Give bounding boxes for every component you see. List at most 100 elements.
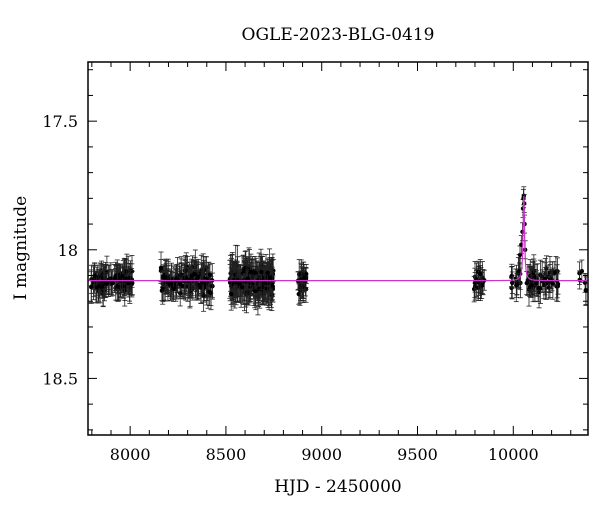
data-point bbox=[88, 271, 94, 303]
data-marker bbox=[192, 271, 197, 277]
x-tick-label: 10000 bbox=[488, 445, 539, 464]
data-point bbox=[239, 275, 245, 300]
data-marker bbox=[233, 272, 238, 277]
data-marker bbox=[516, 269, 522, 274]
y-tick-label: 17.5 bbox=[42, 112, 78, 131]
axes-layer: 8000 8500 9000 9500 10000 17.5 18 18.5 bbox=[42, 62, 588, 464]
data-point bbox=[245, 259, 251, 298]
data-point bbox=[167, 270, 173, 298]
data-point bbox=[550, 267, 556, 300]
data-marker bbox=[535, 285, 541, 291]
data-point bbox=[513, 268, 519, 303]
y-tick-label: 18 bbox=[58, 241, 78, 260]
data-point bbox=[533, 270, 539, 296]
chart-title: OGLE-2023-BLG-0419 bbox=[242, 25, 435, 45]
data-marker bbox=[92, 274, 97, 279]
data-point bbox=[529, 275, 535, 296]
y-tick-label: 18.5 bbox=[42, 369, 78, 388]
data-marker bbox=[189, 273, 194, 279]
data-marker bbox=[550, 281, 556, 286]
data-point bbox=[542, 262, 548, 296]
data-marker bbox=[583, 288, 588, 293]
data-point bbox=[257, 277, 263, 301]
data-marker bbox=[244, 290, 250, 295]
data-point bbox=[188, 260, 194, 292]
data-marker bbox=[509, 273, 514, 278]
data-marker bbox=[480, 283, 485, 288]
data-point bbox=[555, 270, 561, 302]
data-marker bbox=[103, 281, 109, 286]
data-marker bbox=[514, 283, 519, 288]
data-marker bbox=[245, 276, 251, 281]
data-point bbox=[258, 253, 264, 291]
data-marker bbox=[268, 275, 273, 281]
data-marker bbox=[238, 281, 243, 286]
x-axis-label: HJD - 2450000 bbox=[274, 477, 402, 497]
data-point bbox=[177, 271, 183, 298]
data-point bbox=[265, 258, 271, 287]
y-axis-label: I magnitude bbox=[11, 196, 31, 300]
x-tick-label: 9000 bbox=[301, 445, 342, 464]
data-marker bbox=[259, 269, 264, 275]
data-point bbox=[269, 269, 275, 302]
data-marker bbox=[555, 284, 560, 289]
data-marker bbox=[177, 282, 183, 287]
data-marker bbox=[247, 284, 253, 289]
data-marker bbox=[534, 280, 539, 286]
model-layer bbox=[88, 195, 588, 282]
data-marker bbox=[252, 270, 258, 275]
data-point bbox=[535, 273, 541, 303]
data-marker bbox=[239, 285, 245, 290]
data-point bbox=[192, 261, 198, 287]
data-point bbox=[114, 271, 120, 302]
data-point bbox=[509, 271, 515, 294]
data-marker bbox=[524, 280, 529, 286]
model-curve bbox=[88, 195, 588, 282]
x-tick-label: 8000 bbox=[110, 445, 151, 464]
data-marker bbox=[115, 284, 120, 289]
data-marker bbox=[265, 270, 270, 275]
data-marker bbox=[554, 279, 560, 284]
data-marker bbox=[304, 271, 309, 277]
data-marker bbox=[89, 284, 94, 290]
data-point bbox=[101, 275, 107, 298]
data-marker bbox=[158, 265, 164, 270]
data-point bbox=[92, 262, 98, 290]
data-point bbox=[163, 260, 169, 295]
plot-frame bbox=[87, 61, 589, 436]
data-point bbox=[127, 270, 133, 296]
data-marker bbox=[207, 272, 213, 277]
data-marker bbox=[127, 275, 133, 281]
data-marker bbox=[168, 281, 173, 286]
data-marker bbox=[110, 280, 116, 286]
data-point bbox=[472, 267, 478, 299]
data-point bbox=[477, 259, 483, 289]
data-point bbox=[228, 277, 234, 311]
data-marker bbox=[269, 282, 275, 288]
data-marker bbox=[228, 291, 234, 297]
data-marker bbox=[298, 277, 304, 282]
data-point bbox=[237, 264, 243, 303]
data-marker bbox=[120, 274, 125, 279]
data-marker bbox=[94, 285, 99, 290]
data-marker bbox=[187, 277, 192, 283]
data-point bbox=[94, 272, 100, 304]
data-point bbox=[119, 263, 125, 289]
data-marker bbox=[100, 275, 106, 281]
data-marker bbox=[248, 269, 254, 275]
data-marker bbox=[510, 280, 515, 285]
data-point bbox=[103, 272, 109, 295]
data-marker bbox=[582, 280, 588, 286]
data-point bbox=[267, 264, 273, 292]
x-tick-label: 9500 bbox=[397, 445, 438, 464]
data-point bbox=[158, 251, 164, 285]
x-tick-label: 8500 bbox=[206, 445, 247, 464]
data-layer bbox=[88, 186, 588, 316]
data-marker bbox=[182, 268, 188, 274]
data-point bbox=[479, 275, 485, 296]
data-point bbox=[127, 263, 133, 293]
data-marker bbox=[128, 280, 133, 285]
data-point bbox=[110, 269, 116, 297]
data-point bbox=[252, 255, 258, 290]
